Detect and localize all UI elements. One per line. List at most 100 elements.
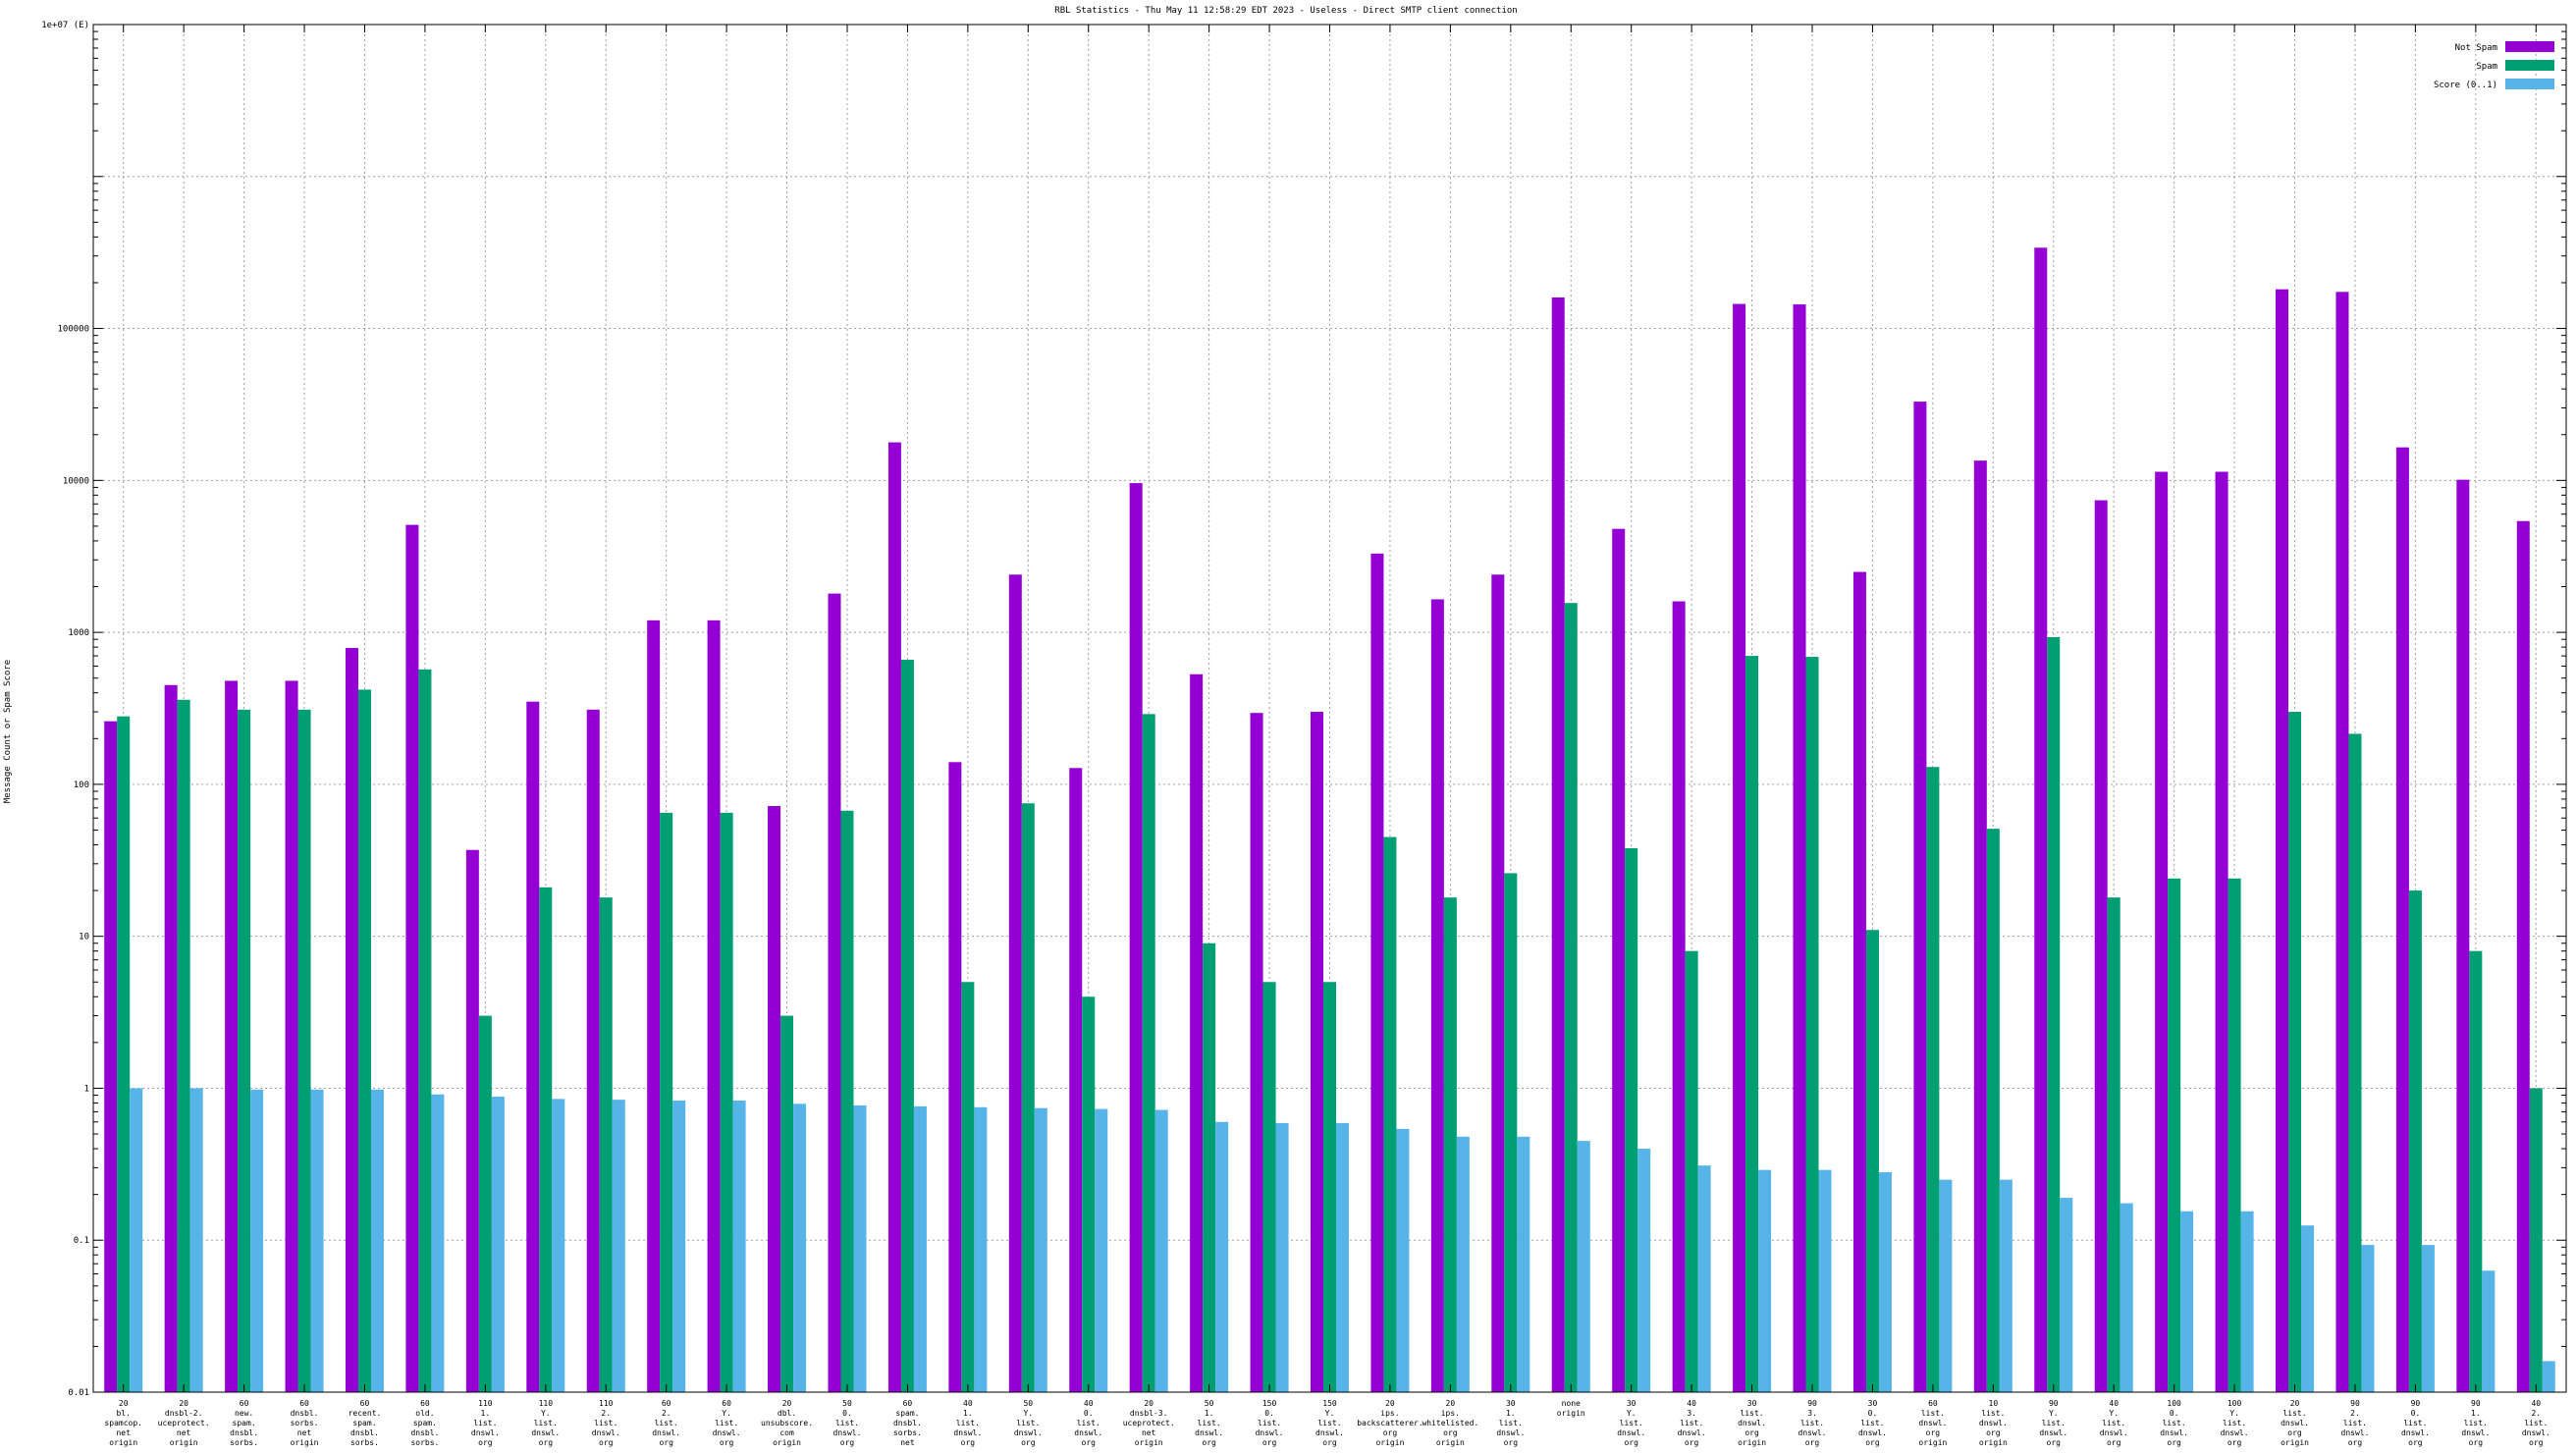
bar-score-0-1 [793,1104,807,1392]
bar-spam [2168,878,2181,1392]
bar-score-0-1 [913,1105,927,1392]
bar-not-spam [1672,601,1686,1392]
bar-spam [2107,897,2120,1392]
bar-not-spam [1491,574,1505,1392]
bar-score-0-1 [431,1094,445,1392]
bar-not-spam [647,619,661,1392]
bar-spam [961,982,975,1392]
x-tick-label: 60 list. dnswl. org origin [1918,1399,1947,1447]
y-tick-label: 10 [79,933,89,942]
bar-score-0-1 [1336,1122,1349,1392]
y-tick-label: 1000 [68,628,89,638]
bar-not-spam [285,680,298,1392]
bar-score-0-1 [552,1099,565,1392]
bar-score-0-1 [1456,1136,1470,1392]
y-tick-label: 1e+07 (E) [41,21,89,30]
bar-score-0-1 [1095,1108,1108,1392]
bar-score-0-1 [2421,1245,2435,1392]
bar-score-0-1 [1517,1136,1530,1392]
bar-not-spam [1250,713,1263,1392]
bar-score-0-1 [974,1106,988,1392]
x-tick-label: 20 dnsbl-2. uceprotect. net origin [158,1399,210,1447]
y-tick-label: 100 [74,781,89,790]
bar-spam [599,897,613,1392]
legend-label: Not Spam [2455,43,2497,53]
bar-spam [1805,657,1819,1392]
bar-spam [117,716,131,1392]
bar-spam [2529,1088,2543,1392]
bar-score-0-1 [2060,1198,2073,1392]
bars-layer [104,247,2555,1393]
bar-spam [2288,712,2302,1392]
y-tick-label: 0.01 [68,1388,89,1398]
bar-score-0-1 [370,1089,384,1392]
bar-spam [357,689,371,1392]
bar-not-spam [887,442,901,1393]
bar-spam [720,812,733,1392]
bar-spam [1323,982,1336,1392]
bar-spam [1685,950,1698,1392]
bar-score-0-1 [672,1100,686,1392]
bar-not-spam [1973,460,1987,1393]
bar-spam [1564,603,1578,1392]
bar-not-spam [2094,500,2108,1392]
bar-not-spam [1852,571,1866,1392]
bar-score-0-1 [1697,1165,1711,1392]
y-axis-title: Message Count or Spam Score [3,660,13,803]
bar-not-spam [1913,402,1927,1393]
x-tick-label: 20 ips. backscatterer. org origin [1357,1399,1422,1447]
bar-score-0-1 [1939,1179,1953,1392]
bar-not-spam [2034,247,2048,1392]
bar-not-spam [768,805,781,1392]
bar-spam [539,887,553,1392]
bar-score-0-1 [2120,1203,2133,1392]
bar-not-spam [2395,447,2409,1393]
bar-spam [238,709,251,1392]
bar-score-0-1 [1878,1172,1892,1392]
bar-not-spam [2456,479,2470,1392]
legend-swatch [2505,41,2554,52]
bar-spam [1926,767,1940,1392]
bar-spam [1504,873,1518,1392]
bar-not-spam [225,680,239,1392]
bar-spam [780,1015,794,1392]
y-tick-label: 0.1 [74,1236,89,1246]
bar-spam [1745,656,1759,1392]
bar-spam [2047,636,2061,1392]
bar-spam [2408,890,2422,1392]
bar-spam [1021,803,1035,1392]
legend-label: Spam [2476,62,2497,72]
bar-spam [177,699,190,1392]
bar-not-spam [345,647,358,1392]
bar-not-spam [828,593,841,1392]
bar-score-0-1 [1577,1141,1590,1392]
bar-spam [840,810,854,1392]
bar-not-spam [948,762,962,1392]
bar-not-spam [707,619,721,1392]
bar-spam [1986,829,2000,1392]
x-tick-label: 20 dbl. unsubscore. com origin [761,1399,813,1447]
bar-not-spam [1733,303,1746,1393]
bar-score-0-1 [1999,1179,2012,1392]
bar-not-spam [1793,304,1806,1392]
bar-score-0-1 [853,1105,867,1392]
bar-not-spam [2155,471,2169,1392]
bar-not-spam [1612,528,1626,1392]
bar-not-spam [526,701,540,1392]
bar-not-spam [104,721,118,1392]
bar-spam [1625,847,1638,1392]
legend-swatch [2505,60,2554,71]
y-tick-label: 100000 [57,325,89,335]
bar-score-0-1 [250,1089,264,1392]
bar-not-spam [164,684,178,1392]
chart-title: RBL Statistics - Thu May 11 12:58:29 EDT… [1054,6,1517,16]
bar-score-0-1 [2361,1245,2375,1392]
bar-score-0-1 [1154,1109,1168,1392]
bar-score-0-1 [1396,1128,1410,1392]
bar-spam [418,669,432,1392]
bar-not-spam [465,849,479,1392]
bar-not-spam [1370,553,1384,1392]
bar-not-spam [1129,483,1143,1392]
bar-not-spam [2516,520,2530,1392]
